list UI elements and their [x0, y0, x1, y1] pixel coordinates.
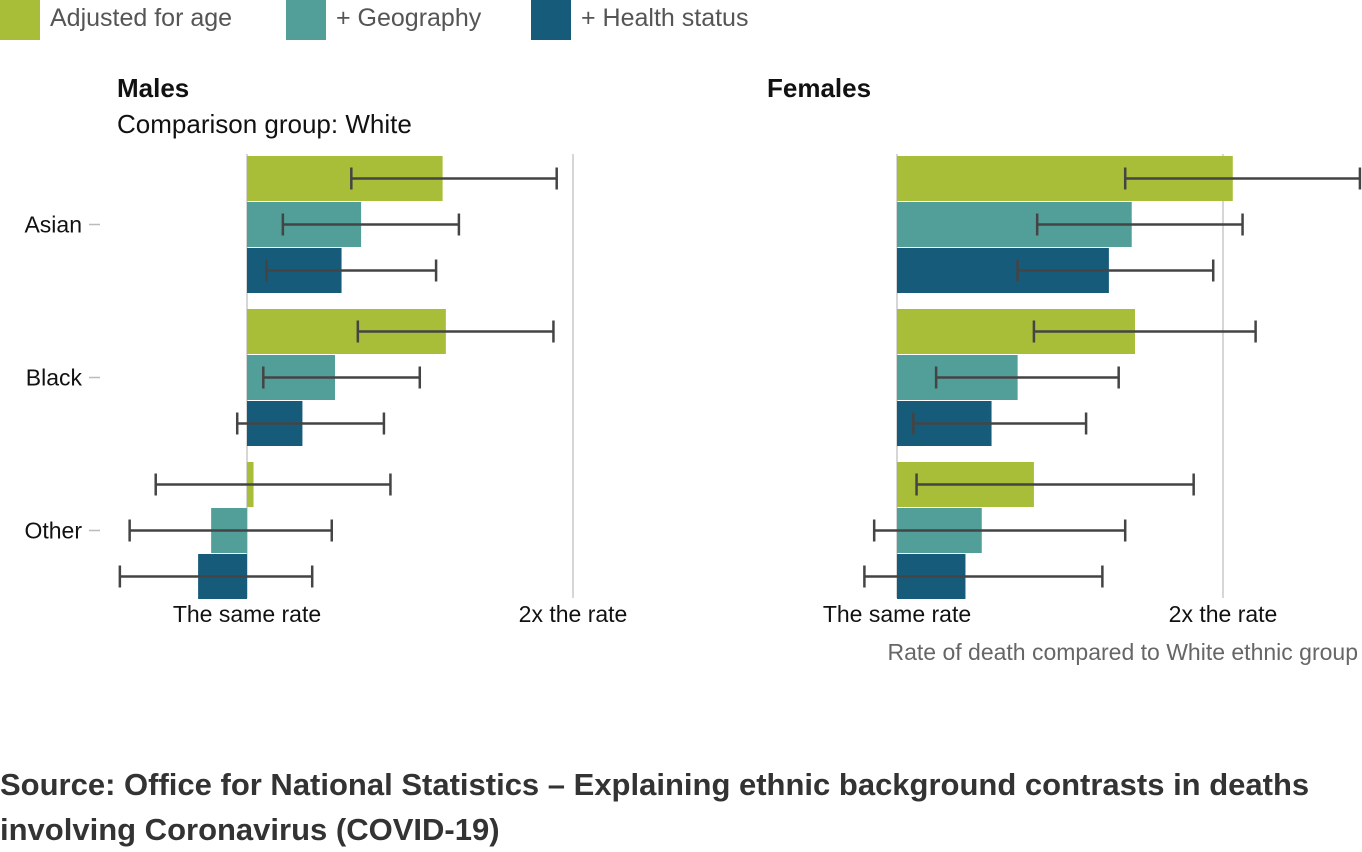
source-note: Source: Office for National Statistics –… [0, 767, 1310, 847]
error-bar-asian-3 [265, 259, 438, 282]
legend-label-1: Adjusted for age [50, 4, 232, 32]
legend-label-2: + Geography [336, 4, 482, 32]
error-bar-asian-3 [1016, 259, 1215, 282]
error-bar-asian-1 [350, 167, 558, 190]
x-tick-label: The same rate [823, 601, 971, 627]
x-tick-label: 2x the rate [519, 601, 628, 627]
category-label-black: Black [26, 365, 83, 391]
panel-males: Males Comparison group: White The same rat… [24, 73, 627, 627]
error-bar-other-1 [915, 473, 1195, 496]
x-tick-label: 2x the rate [1169, 601, 1278, 627]
error-bar-other-2 [128, 519, 334, 542]
legend-swatch-1 [0, 0, 40, 40]
error-bar-asian-2 [1035, 213, 1244, 236]
x-tick-label: The same rate [173, 601, 321, 627]
error-bar-black-1 [1032, 320, 1257, 343]
chart-panels: Males Comparison group: White The same rat… [24, 73, 1362, 665]
error-bar-asian-1 [1123, 167, 1362, 190]
panel-females: Females The same rate 2x the rate Rate of d… [767, 73, 1362, 665]
error-bar-asian-2 [281, 213, 461, 236]
legend-swatch-2 [286, 0, 326, 40]
category-label-asian: Asian [24, 212, 82, 238]
category-label-other: Other [24, 518, 82, 544]
error-bar-other-1 [154, 473, 392, 496]
error-bar-black-3 [912, 412, 1088, 435]
error-bar-other-3 [118, 565, 314, 588]
legend-swatch-3 [531, 0, 571, 40]
error-bar-black-2 [262, 366, 422, 389]
legend: Adjusted for age + Geography + Health stat… [0, 0, 748, 40]
error-bar-black-3 [235, 412, 386, 435]
legend-label-3: + Health status [581, 4, 748, 32]
error-bar-other-3 [863, 565, 1104, 588]
panel-title: Females [767, 73, 871, 103]
panel-title: Males [117, 73, 189, 103]
x-axis-title: Rate of death compared to White ethnic g… [887, 639, 1358, 665]
error-bar-black-1 [356, 320, 555, 343]
error-bar-other-2 [872, 519, 1127, 542]
error-bar-black-2 [934, 366, 1120, 389]
panel-subtitle: Comparison group: White [117, 109, 412, 139]
